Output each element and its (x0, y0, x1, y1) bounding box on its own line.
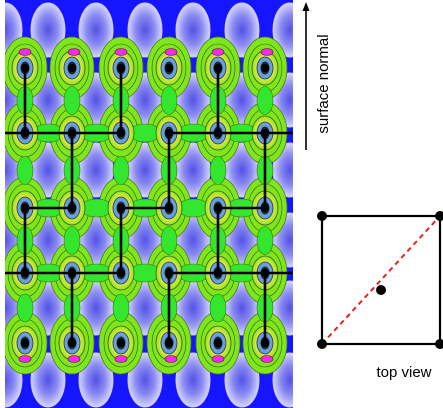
bond-density (256, 226, 274, 255)
density-peak (164, 355, 178, 363)
bond-density (256, 86, 274, 115)
atom-marker-icon (213, 128, 223, 138)
basin-region (224, 2, 260, 58)
atom-marker-icon (260, 268, 270, 278)
atom-marker-icon (164, 203, 174, 213)
basin-region (78, 2, 114, 58)
density-peak (67, 48, 81, 56)
bond-density (16, 156, 34, 185)
atom-marker-icon (116, 203, 126, 213)
atom-marker-icon (67, 63, 77, 73)
density-peak (211, 48, 225, 56)
atom-marker-icon (67, 128, 77, 138)
bond-density (209, 156, 227, 185)
corner-atom-icon (435, 339, 443, 349)
density-peak (114, 355, 128, 363)
basin-region (175, 352, 211, 408)
valence-lobes (5, 36, 288, 375)
atom-marker-icon (164, 63, 174, 73)
atom-marker-icon (164, 338, 174, 348)
top-view-inset: top view (317, 211, 443, 381)
center-atom-icon (376, 285, 386, 295)
atom-marker-icon (213, 338, 223, 348)
bond-density (112, 293, 130, 323)
atom-marker-icon (260, 63, 270, 73)
bond-network (5, 68, 293, 343)
bond-density (112, 156, 130, 185)
bond-density (63, 226, 81, 255)
atom-marker-icon (116, 63, 126, 73)
atom-marker-icon (20, 203, 30, 213)
atom-marker-icon (20, 128, 30, 138)
corner-atom-icon (435, 211, 443, 221)
corner-atom-icon (317, 211, 327, 221)
atom-marker-icon (213, 203, 223, 213)
corner-atom-icon (317, 339, 327, 349)
atom-marker-icon (260, 203, 270, 213)
density-peak (114, 48, 128, 56)
atom-marker-icon (213, 63, 223, 73)
density-contour-map (5, 0, 293, 408)
density-peak (18, 355, 32, 363)
atom-marker-icon (260, 338, 270, 348)
surface-normal-axis: surface normal (302, 2, 332, 150)
density-peak (18, 48, 32, 56)
atom-marker-icon (20, 63, 30, 73)
unit-cell-square (320, 214, 442, 346)
density-peak (164, 48, 178, 56)
atom-marker-icon (260, 128, 270, 138)
atom-marker-icon (116, 128, 126, 138)
density-peak (260, 48, 274, 56)
atom-marker-icon (67, 203, 77, 213)
atom-marker-icon (20, 338, 30, 348)
atom-marker-icon (67, 338, 77, 348)
density-peak (211, 355, 225, 363)
basin-region (127, 352, 163, 408)
bond-density (16, 293, 34, 323)
basin-region (30, 2, 66, 58)
density-peak (67, 355, 81, 363)
bond-density (209, 293, 227, 323)
basin-region (127, 2, 163, 58)
basin-region (175, 2, 211, 58)
diagonal-line (321, 215, 441, 345)
atom-marker-icon (213, 268, 223, 278)
atom-marker-icon (164, 268, 174, 278)
atom-marker-icon (20, 268, 30, 278)
top-view-label: top view (376, 364, 431, 381)
atom-marker-icon (116, 338, 126, 348)
atom-marker-icon (164, 128, 174, 138)
arrow-head-icon (302, 2, 310, 11)
density-peak (260, 355, 274, 363)
surface-normal-label: surface normal (315, 34, 332, 133)
bond-density (160, 86, 178, 115)
bond-density (160, 226, 178, 255)
basin-region (78, 352, 114, 408)
atom-marker-icon (67, 268, 77, 278)
bond-density (63, 86, 81, 115)
atom-marker-icon (116, 268, 126, 278)
atom-markers (20, 63, 270, 348)
